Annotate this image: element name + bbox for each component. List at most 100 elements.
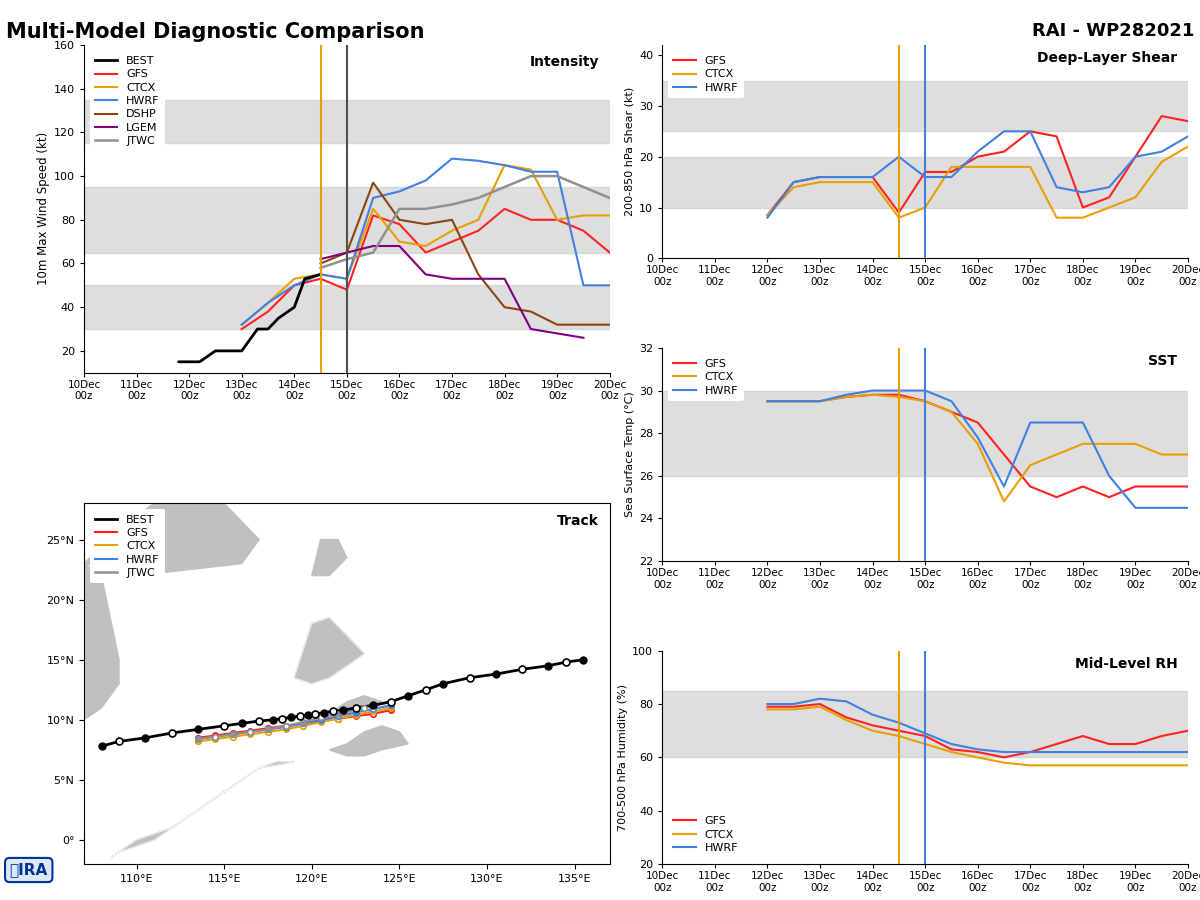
CTCX [786, 182, 800, 193]
Line: CTCX: CTCX [768, 147, 1188, 218]
CTCX [1075, 760, 1090, 770]
HWRF [786, 176, 800, 187]
HWRF [1049, 747, 1063, 758]
CTCX [918, 739, 932, 750]
Line: GFS: GFS [768, 116, 1188, 215]
HWRF [1075, 187, 1090, 198]
CTCX [918, 396, 932, 407]
Legend: GFS, CTCX, HWRF: GFS, CTCX, HWRF [668, 354, 744, 401]
HWRF [918, 728, 932, 739]
Polygon shape [84, 503, 259, 576]
HWRF [1075, 417, 1090, 428]
CTCX [761, 210, 775, 220]
HWRF [1128, 151, 1142, 162]
HWRF [1128, 502, 1142, 513]
HWRF [1024, 747, 1038, 758]
CTCX [944, 747, 959, 758]
HWRF [1024, 417, 1038, 428]
HWRF [944, 739, 959, 750]
Y-axis label: 200-850 hPa Shear (kt): 200-850 hPa Shear (kt) [625, 87, 635, 216]
GFS [971, 747, 985, 758]
GFS [761, 396, 775, 407]
GFS [944, 407, 959, 418]
HWRF [892, 717, 906, 728]
HWRF [1128, 747, 1142, 758]
HWRF [1102, 182, 1116, 193]
GFS [1128, 482, 1142, 492]
CTCX [997, 161, 1012, 172]
GFS [1075, 202, 1090, 213]
Text: Intensity: Intensity [529, 55, 599, 68]
GFS [997, 752, 1012, 763]
GFS [944, 166, 959, 177]
GFS [812, 698, 827, 709]
GFS [971, 417, 985, 428]
CTCX [812, 396, 827, 407]
GFS [786, 396, 800, 407]
CTCX [1075, 438, 1090, 449]
HWRF [839, 390, 853, 400]
GFS [1049, 491, 1063, 502]
GFS [1102, 192, 1116, 202]
HWRF [812, 172, 827, 183]
CTCX [1154, 449, 1169, 460]
Text: Track: Track [557, 514, 599, 528]
HWRF [1154, 502, 1169, 513]
GFS [839, 172, 853, 183]
Line: HWRF: HWRF [768, 698, 1188, 752]
CTCX [839, 176, 853, 187]
HWRF [971, 146, 985, 157]
GFS [812, 172, 827, 183]
HWRF [761, 212, 775, 223]
Y-axis label: 700-500 hPa Humidity (%): 700-500 hPa Humidity (%) [618, 684, 628, 831]
CTCX [1049, 449, 1063, 460]
GFS [761, 210, 775, 220]
HWRF [786, 396, 800, 407]
HWRF [918, 385, 932, 396]
CTCX [1128, 760, 1142, 770]
GFS [892, 390, 906, 400]
GFS [918, 166, 932, 177]
CTCX [1024, 161, 1038, 172]
GFS [1102, 491, 1116, 502]
HWRF [944, 396, 959, 407]
Line: GFS: GFS [768, 395, 1188, 497]
CTCX [1102, 438, 1116, 449]
Bar [662, 157, 1188, 208]
HWRF [1102, 471, 1116, 482]
GFS [839, 712, 853, 723]
Line: CTCX: CTCX [768, 395, 1188, 501]
Bar [84, 285, 610, 329]
Polygon shape [329, 725, 408, 756]
GFS [839, 392, 853, 402]
Line: GFS: GFS [768, 704, 1188, 758]
Legend: GFS, CTCX, HWRF: GFS, CTCX, HWRF [668, 811, 744, 859]
CTCX [761, 704, 775, 715]
CTCX [786, 704, 800, 715]
GFS [865, 172, 880, 183]
Bar [662, 690, 1188, 758]
CTCX [839, 392, 853, 402]
Legend: BEST, GFS, CTCX, HWRF, JTWC: BEST, GFS, CTCX, HWRF, JTWC [90, 509, 166, 583]
CTCX [786, 396, 800, 407]
HWRF [761, 698, 775, 709]
CTCX [892, 212, 906, 223]
HWRF [1024, 126, 1038, 137]
HWRF [971, 744, 985, 755]
CTCX [1181, 449, 1195, 460]
HWRF [865, 172, 880, 183]
Text: RAI - WP282021: RAI - WP282021 [1032, 22, 1194, 40]
GFS [997, 449, 1012, 460]
Text: ⒸIRA: ⒸIRA [10, 862, 48, 878]
CTCX [1024, 460, 1038, 471]
Bar [84, 187, 610, 253]
HWRF [865, 709, 880, 720]
HWRF [1181, 131, 1195, 142]
GFS [892, 207, 906, 218]
CTCX [812, 701, 827, 712]
HWRF [971, 432, 985, 443]
HWRF [1049, 182, 1063, 193]
Bar [662, 391, 1188, 476]
CTCX [1128, 192, 1142, 202]
CTCX [812, 176, 827, 187]
